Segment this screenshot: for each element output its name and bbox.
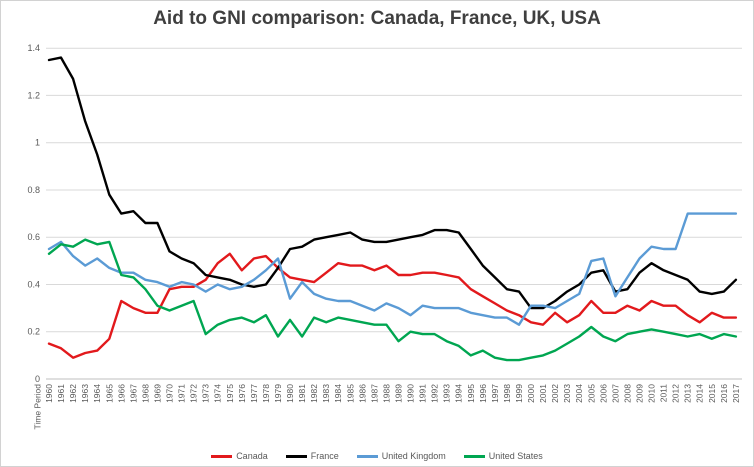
x-tick-label: 1973 [201,384,211,403]
x-tick-label: 1994 [454,384,464,403]
x-axis-title: Time Period [33,384,43,430]
legend-item-united-states: United States [463,451,543,461]
x-tick-label: 2004 [574,384,584,403]
x-tick-label: 1966 [116,384,126,403]
x-tick-label: 1992 [430,384,440,403]
x-tick-label: 1971 [177,384,187,403]
x-tick-label: 1976 [237,384,247,403]
y-tick-label: 1.4 [27,43,40,53]
x-tick-label: 1980 [285,384,295,403]
y-tick-label: 0.6 [27,232,40,242]
x-tick-label: 1996 [478,384,488,403]
legend-label: Canada [236,451,268,461]
y-tick-label: 0.2 [27,327,40,337]
x-tick-label: 1961 [56,384,66,403]
x-tick-label: 2015 [707,384,717,403]
x-tick-label: 1990 [406,384,416,403]
legend-swatch [211,454,233,458]
y-tick-label: 0 [35,374,40,384]
x-tick-label: 1997 [490,384,500,403]
x-tick-label: 1964 [92,384,102,403]
x-tick-label: 1967 [128,384,138,403]
legend-label: France [310,451,339,461]
y-tick-label: 1.2 [27,90,40,100]
x-tick-label: 1999 [514,384,524,403]
x-tick-label: 1982 [309,384,319,403]
x-tick-label: 1960 [44,384,54,403]
x-tick-label: 1981 [297,384,307,403]
x-tick-label: 1998 [502,384,512,403]
x-tick-label: 1995 [466,384,476,403]
x-tick-label: 2012 [671,384,681,403]
series-line-canada [47,252,738,359]
y-tick-label: 0.8 [27,185,40,195]
x-tick-label: 1977 [249,384,259,403]
x-tick-label: 2017 [731,384,741,403]
x-tick-label: 1978 [261,384,271,403]
x-tick-label: 2008 [622,384,632,403]
series-line-united-states [47,238,738,362]
legend-item-france: France [285,451,339,461]
x-tick-label: 1969 [152,384,162,403]
legend-swatch [356,454,378,458]
x-tick-label: 2005 [586,384,596,403]
x-tick-label: 2006 [598,384,608,403]
x-tick-label: 1991 [418,384,428,403]
x-tick-label: 2001 [538,384,548,403]
x-tick-label: 1968 [140,384,150,403]
x-tick-label: 1983 [321,384,331,403]
x-tick-label: 1974 [213,384,223,403]
x-tick-label: 1987 [369,384,379,403]
x-tick-label: 1979 [273,384,283,403]
x-tick-label: 1984 [333,384,343,403]
series-line-united-kingdom [47,212,738,326]
series-line-france [47,56,738,310]
y-tick-label: 0.4 [27,280,40,290]
legend-swatch [463,454,485,458]
x-tick-label: 2002 [550,384,560,403]
x-tick-label: 2010 [647,384,657,403]
legend-label: United States [488,451,543,461]
x-tick-label: 1993 [442,384,452,403]
x-tick-label: 1986 [357,384,367,403]
y-tick-label: 1 [35,138,40,148]
x-tick-label: 2003 [562,384,572,403]
x-tick-label: 1985 [345,384,355,403]
x-tick-label: 2009 [635,384,645,403]
legend: Canada France United Kingdom United States [1,451,753,461]
x-tick-label: 2007 [610,384,620,403]
legend-item-canada: Canada [211,451,268,461]
x-tick-label: 1963 [80,384,90,403]
x-tick-label: 2000 [526,384,536,403]
legend-label: United Kingdom [381,451,446,461]
x-tick-label: 2011 [659,384,669,403]
x-tick-label: 1988 [381,384,391,403]
x-tick-label: 1989 [394,384,404,403]
x-tick-label: 1965 [104,384,114,403]
x-tick-label: 2014 [695,384,705,403]
chart-title: Aid to GNI comparison: Canada, France, U… [153,8,601,29]
x-tick-label: 1972 [189,384,199,403]
legend-item-united-kingdom: United Kingdom [356,451,446,461]
x-tick-label: 2016 [719,384,729,403]
x-tick-label: 1975 [225,384,235,403]
x-tick-label: 1962 [68,384,78,403]
legend-swatch [285,454,307,458]
x-tick-label: 1970 [165,384,175,403]
x-tick-label: 2013 [683,384,693,403]
